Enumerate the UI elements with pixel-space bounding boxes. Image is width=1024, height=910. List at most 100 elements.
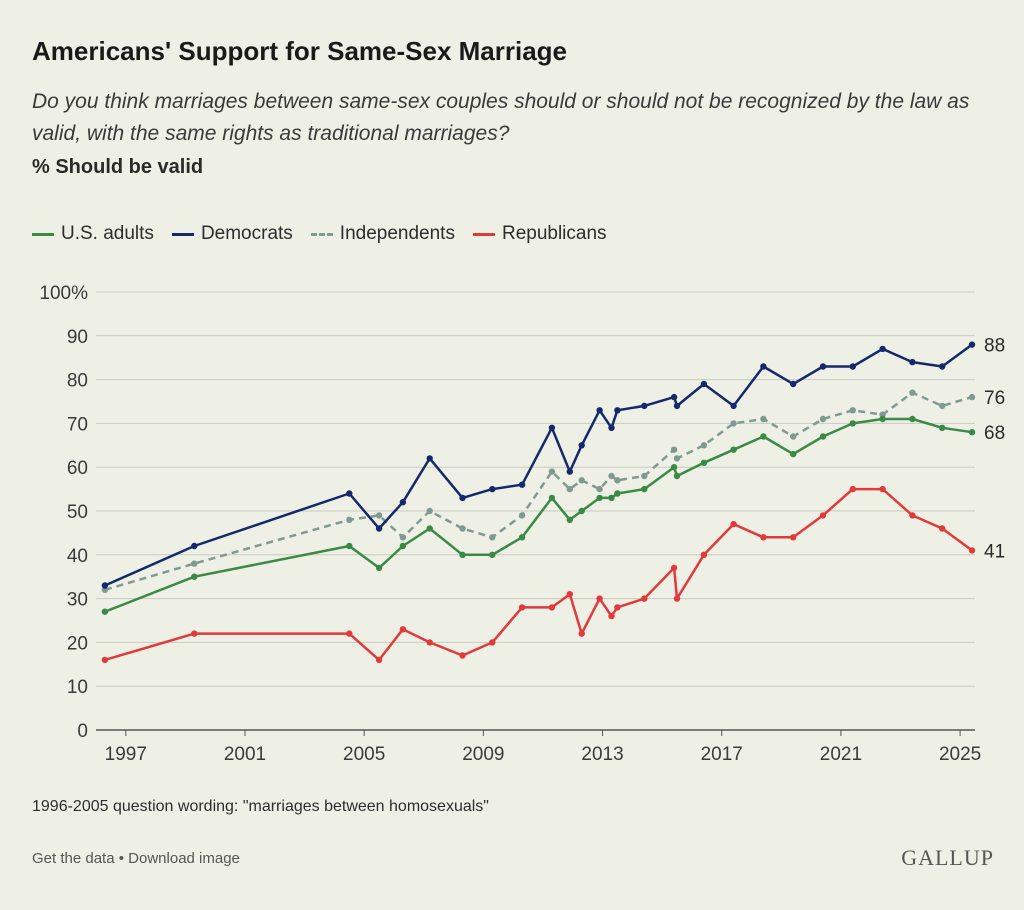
data-point	[608, 424, 615, 431]
chart-title: Americans' Support for Same-Sex Marriage	[32, 36, 568, 66]
data-point	[548, 424, 556, 431]
data-point	[909, 358, 916, 366]
data-point	[518, 604, 526, 611]
data-point	[968, 547, 976, 554]
data-point	[879, 345, 886, 353]
data-point	[399, 534, 407, 541]
download-image-link[interactable]: Download image	[128, 850, 240, 867]
x-tick-label: 2017	[701, 744, 743, 765]
data-point	[939, 424, 946, 431]
data-point	[101, 582, 109, 589]
y-tick-label: 10	[67, 677, 88, 698]
data-point	[670, 393, 678, 401]
data-point	[191, 573, 198, 580]
data-point	[191, 630, 198, 637]
data-point	[346, 542, 353, 550]
data-point	[819, 512, 827, 519]
data-point	[608, 612, 615, 620]
data-point	[596, 407, 603, 414]
data-point	[459, 652, 466, 659]
data-point	[426, 525, 433, 532]
data-point	[459, 525, 466, 532]
y-tick-label: 30	[67, 590, 88, 611]
data-point	[641, 402, 648, 410]
legend-label: U.S. adults	[61, 223, 154, 244]
data-point	[730, 446, 737, 453]
legend-item: Republicans	[472, 223, 607, 245]
y-tick-label: 0	[77, 721, 88, 742]
data-point	[849, 420, 856, 427]
data-point	[489, 551, 496, 558]
data-point	[819, 433, 827, 440]
data-point	[673, 595, 681, 602]
data-point	[459, 494, 466, 502]
data-point	[399, 542, 407, 550]
data-point	[101, 608, 109, 615]
data-point	[596, 494, 603, 502]
data-point	[614, 604, 621, 611]
data-point	[489, 639, 496, 646]
gallup-logo: GALLUP	[901, 845, 994, 870]
data-point	[375, 512, 383, 519]
data-point	[968, 429, 976, 436]
data-point	[673, 472, 681, 480]
legend-label: Democrats	[200, 223, 293, 244]
footer-links: Get the data • Download image	[32, 850, 240, 867]
legend-item: Democrats	[171, 223, 293, 245]
data-point	[489, 534, 496, 541]
data-point	[346, 516, 353, 523]
data-point	[578, 630, 585, 637]
data-point	[909, 389, 916, 396]
data-point	[614, 490, 621, 497]
data-point	[790, 380, 797, 388]
data-point	[191, 560, 198, 567]
data-point	[673, 402, 681, 410]
data-point	[399, 499, 407, 506]
data-point	[399, 626, 407, 633]
data-point	[641, 472, 648, 480]
data-point	[879, 485, 886, 493]
legend-label: Republicans	[501, 223, 607, 244]
chart-subtitle: Do you think marriages between same-sex …	[32, 90, 970, 145]
data-point	[608, 494, 615, 502]
data-point	[700, 459, 708, 466]
data-point	[939, 363, 946, 370]
x-tick-label: 2021	[820, 744, 862, 765]
series-line	[104, 487, 973, 662]
data-point	[819, 363, 827, 370]
y-tick-label: 20	[67, 633, 88, 654]
data-point	[879, 415, 886, 423]
data-point	[426, 455, 433, 462]
wording-note: 1996-2005 question wording: "marriages b…	[32, 798, 489, 815]
x-tick-label: 1997	[105, 744, 147, 765]
legend-item: Independents	[310, 223, 455, 245]
data-point	[760, 415, 767, 423]
legend-swatch	[32, 232, 54, 236]
data-point	[939, 402, 946, 410]
legend-swatch	[472, 232, 495, 236]
x-tick-label: 2005	[343, 744, 385, 765]
data-point	[614, 477, 621, 484]
y-tick-label: 90	[67, 327, 88, 348]
data-point	[700, 380, 708, 388]
data-point	[566, 591, 573, 598]
data-point	[673, 455, 681, 462]
y-tick-label: 40	[67, 546, 88, 567]
data-point	[596, 485, 603, 493]
data-point	[375, 525, 383, 532]
x-tick-label: 2009	[462, 744, 504, 765]
data-point	[518, 481, 526, 488]
data-point	[375, 564, 383, 572]
series-line	[104, 391, 973, 591]
y-tick-label: 50	[67, 502, 88, 523]
data-point	[790, 433, 797, 440]
data-point	[760, 534, 767, 541]
end-value-label: 76	[984, 388, 1005, 409]
data-point	[760, 363, 767, 370]
data-point	[596, 595, 603, 602]
get-data-link[interactable]: Get the data	[32, 850, 115, 867]
end-value-label: 68	[984, 423, 1005, 444]
data-point	[578, 477, 585, 484]
legend-swatch	[310, 232, 333, 236]
data-point	[566, 516, 573, 523]
